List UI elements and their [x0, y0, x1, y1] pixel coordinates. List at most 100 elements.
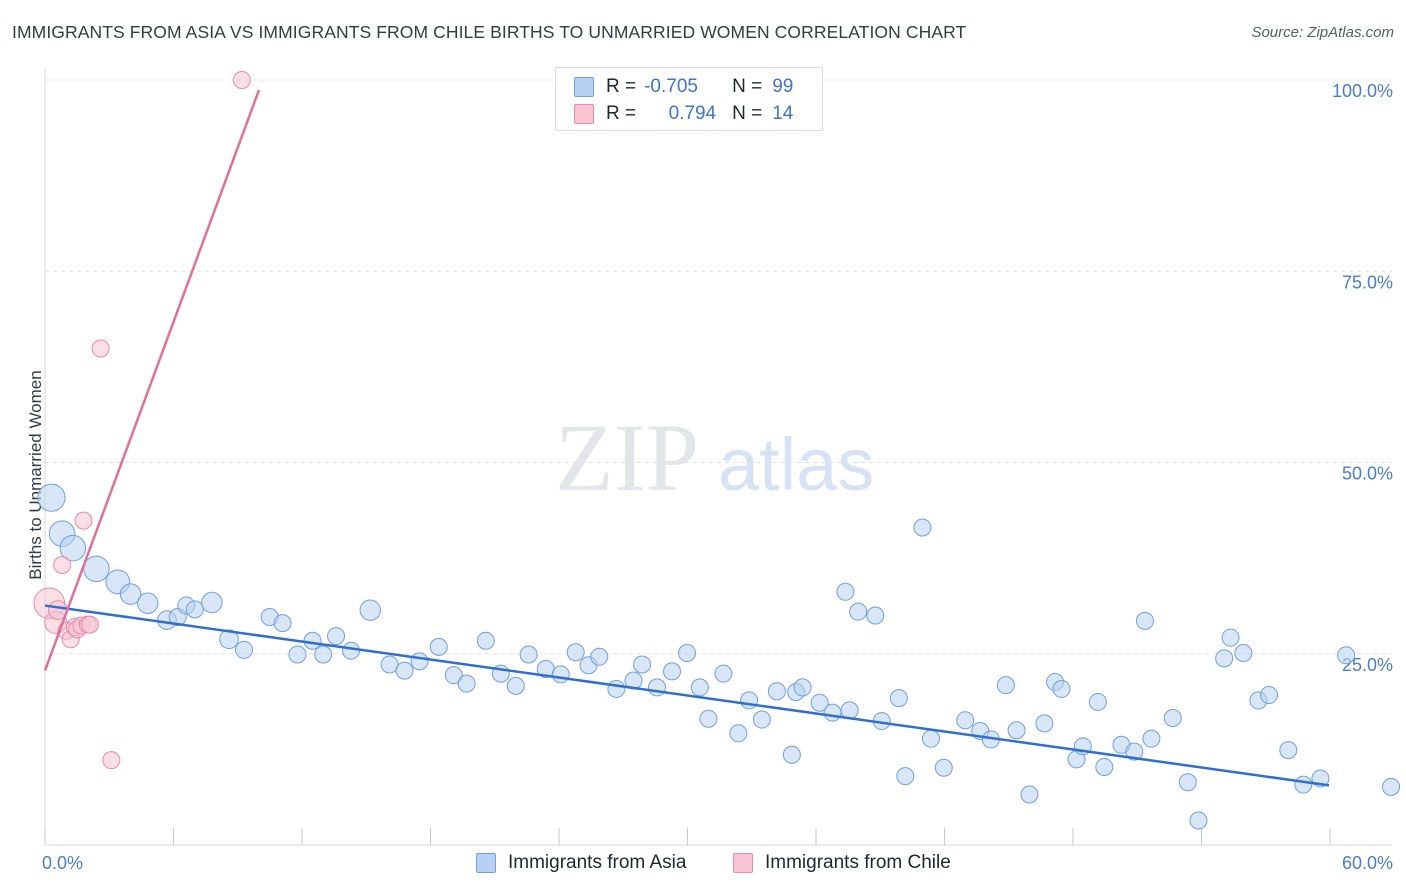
asia-point-22 [380, 655, 399, 674]
asia-point-45 [714, 664, 733, 683]
y-tick-label-0: 25.0% [1342, 655, 1393, 675]
asia-point-48 [752, 710, 771, 729]
asia-point-64 [934, 758, 953, 777]
asia-point-20 [342, 641, 361, 660]
asia-point-46 [729, 724, 748, 743]
asia-point-53 [810, 693, 829, 712]
asia-point-43 [690, 678, 709, 697]
asia-point-42 [678, 643, 696, 662]
series-chile-points [33, 71, 251, 770]
asia-point-11 [201, 591, 223, 614]
asia-point-60 [889, 689, 908, 708]
asia-point-27 [457, 674, 476, 693]
asia-point-21 [359, 599, 381, 621]
asia-point-19 [327, 627, 346, 646]
asia-point-5 [119, 583, 142, 605]
asia-point-85 [1215, 649, 1234, 668]
y-tick-label-1: 50.0% [1342, 464, 1393, 484]
asia-point-31 [519, 645, 538, 664]
asia-r-label: R = [606, 76, 637, 97]
asia-point-61 [896, 767, 915, 786]
asia-point-2 [59, 534, 87, 562]
asia-point-15 [273, 614, 292, 633]
series-legend: Immigrants from Asia Immigrants from Chi… [0, 852, 1406, 876]
grid-lines [45, 79, 1392, 655]
legend-item-asia[interactable]: Immigrants from Asia [476, 852, 686, 874]
asia-point-89 [1260, 686, 1279, 705]
asia-point-33 [551, 665, 570, 684]
asia-point-39 [633, 655, 652, 674]
axes [44, 68, 1392, 846]
watermark-atlas: atlas [718, 423, 874, 506]
asia-point-86 [1221, 628, 1240, 647]
asia-point-12 [219, 629, 239, 650]
asia-point-71 [1035, 714, 1054, 733]
asia-point-37 [607, 679, 626, 698]
asia-point-40 [648, 678, 667, 697]
chile-r-value: 0.794 [668, 103, 717, 124]
asia-point-0 [37, 483, 66, 512]
legend-item-chile[interactable]: Immigrants from Chile [733, 852, 951, 874]
stats-legend: R = -0.705 N = 99 R = 0.794 N = 14 [555, 67, 823, 131]
legend-chile-swatch [733, 853, 753, 873]
chile-r-label: R = [606, 103, 637, 124]
legend-asia-swatch [476, 853, 496, 873]
asia-point-70 [1020, 785, 1039, 804]
asia-point-81 [1142, 729, 1161, 748]
asia-point-79 [1125, 742, 1144, 761]
source-credit: Source: ZipAtlas.com [1251, 24, 1394, 41]
series-asia-points [37, 483, 1401, 830]
asia-point-58 [866, 606, 885, 625]
asia-point-52 [793, 678, 812, 697]
chile-n-value: 14 [772, 103, 794, 124]
y-tick-label-3: 100.0% [1332, 81, 1393, 101]
asia-point-69 [1007, 721, 1026, 740]
asia-point-76 [1088, 692, 1107, 711]
asia-point-23 [395, 661, 414, 680]
asia-n-value: 99 [772, 76, 794, 97]
tick-labels: 25.0% 50.0% 75.0% 100.0% 0.0% 60.0% [42, 81, 1393, 873]
asia-point-28 [476, 631, 495, 650]
asia-point-68 [996, 676, 1015, 695]
stats-row-asia: R = -0.705 N = 99 [574, 76, 793, 98]
asia-point-10 [185, 600, 204, 619]
asia-point-90 [1279, 741, 1298, 760]
chile-point-12 [91, 339, 110, 358]
x-tick-label-1: 60.0% [1342, 853, 1393, 873]
asia-point-24 [410, 652, 429, 671]
watermark: ZIP atlas [555, 404, 874, 511]
chart-title: IMMIGRANTS FROM ASIA VS IMMIGRANTS FROM … [12, 22, 967, 42]
asia-point-94 [1382, 777, 1401, 796]
asia-point-17 [303, 631, 322, 650]
stats-row-chile: R = 0.794 N = 14 [574, 103, 793, 125]
asia-point-57 [849, 602, 868, 621]
legend-chile-label: Immigrants from Chile [765, 852, 951, 873]
asia-point-47 [740, 691, 759, 710]
asia-n-label: N = [732, 76, 763, 97]
asia-point-26 [444, 666, 463, 685]
asia-point-41 [663, 662, 682, 681]
asia-point-44 [699, 709, 718, 728]
asia-point-3 [83, 555, 110, 583]
asia-point-34 [566, 643, 585, 662]
asia-point-18 [314, 645, 333, 664]
chile-trend-line [43, 89, 261, 672]
asia-point-87 [1234, 643, 1253, 662]
chile-point-3 [53, 556, 72, 575]
asia-r-value: -0.705 [644, 76, 698, 97]
asia-point-65 [956, 711, 975, 730]
asia-point-62 [913, 518, 932, 537]
asia-point-82 [1163, 709, 1182, 728]
asia-point-77 [1095, 757, 1114, 776]
watermark-zip: ZIP [555, 404, 699, 511]
asia-swatch [574, 77, 594, 97]
asia-point-30 [506, 676, 525, 695]
x-tick-label-0: 0.0% [42, 853, 83, 873]
chile-swatch [574, 104, 594, 124]
chile-point-14 [232, 71, 251, 89]
chile-point-13 [102, 751, 121, 770]
asia-point-16 [288, 645, 307, 664]
chile-n-label: N = [732, 103, 763, 124]
asia-point-80 [1135, 611, 1154, 630]
